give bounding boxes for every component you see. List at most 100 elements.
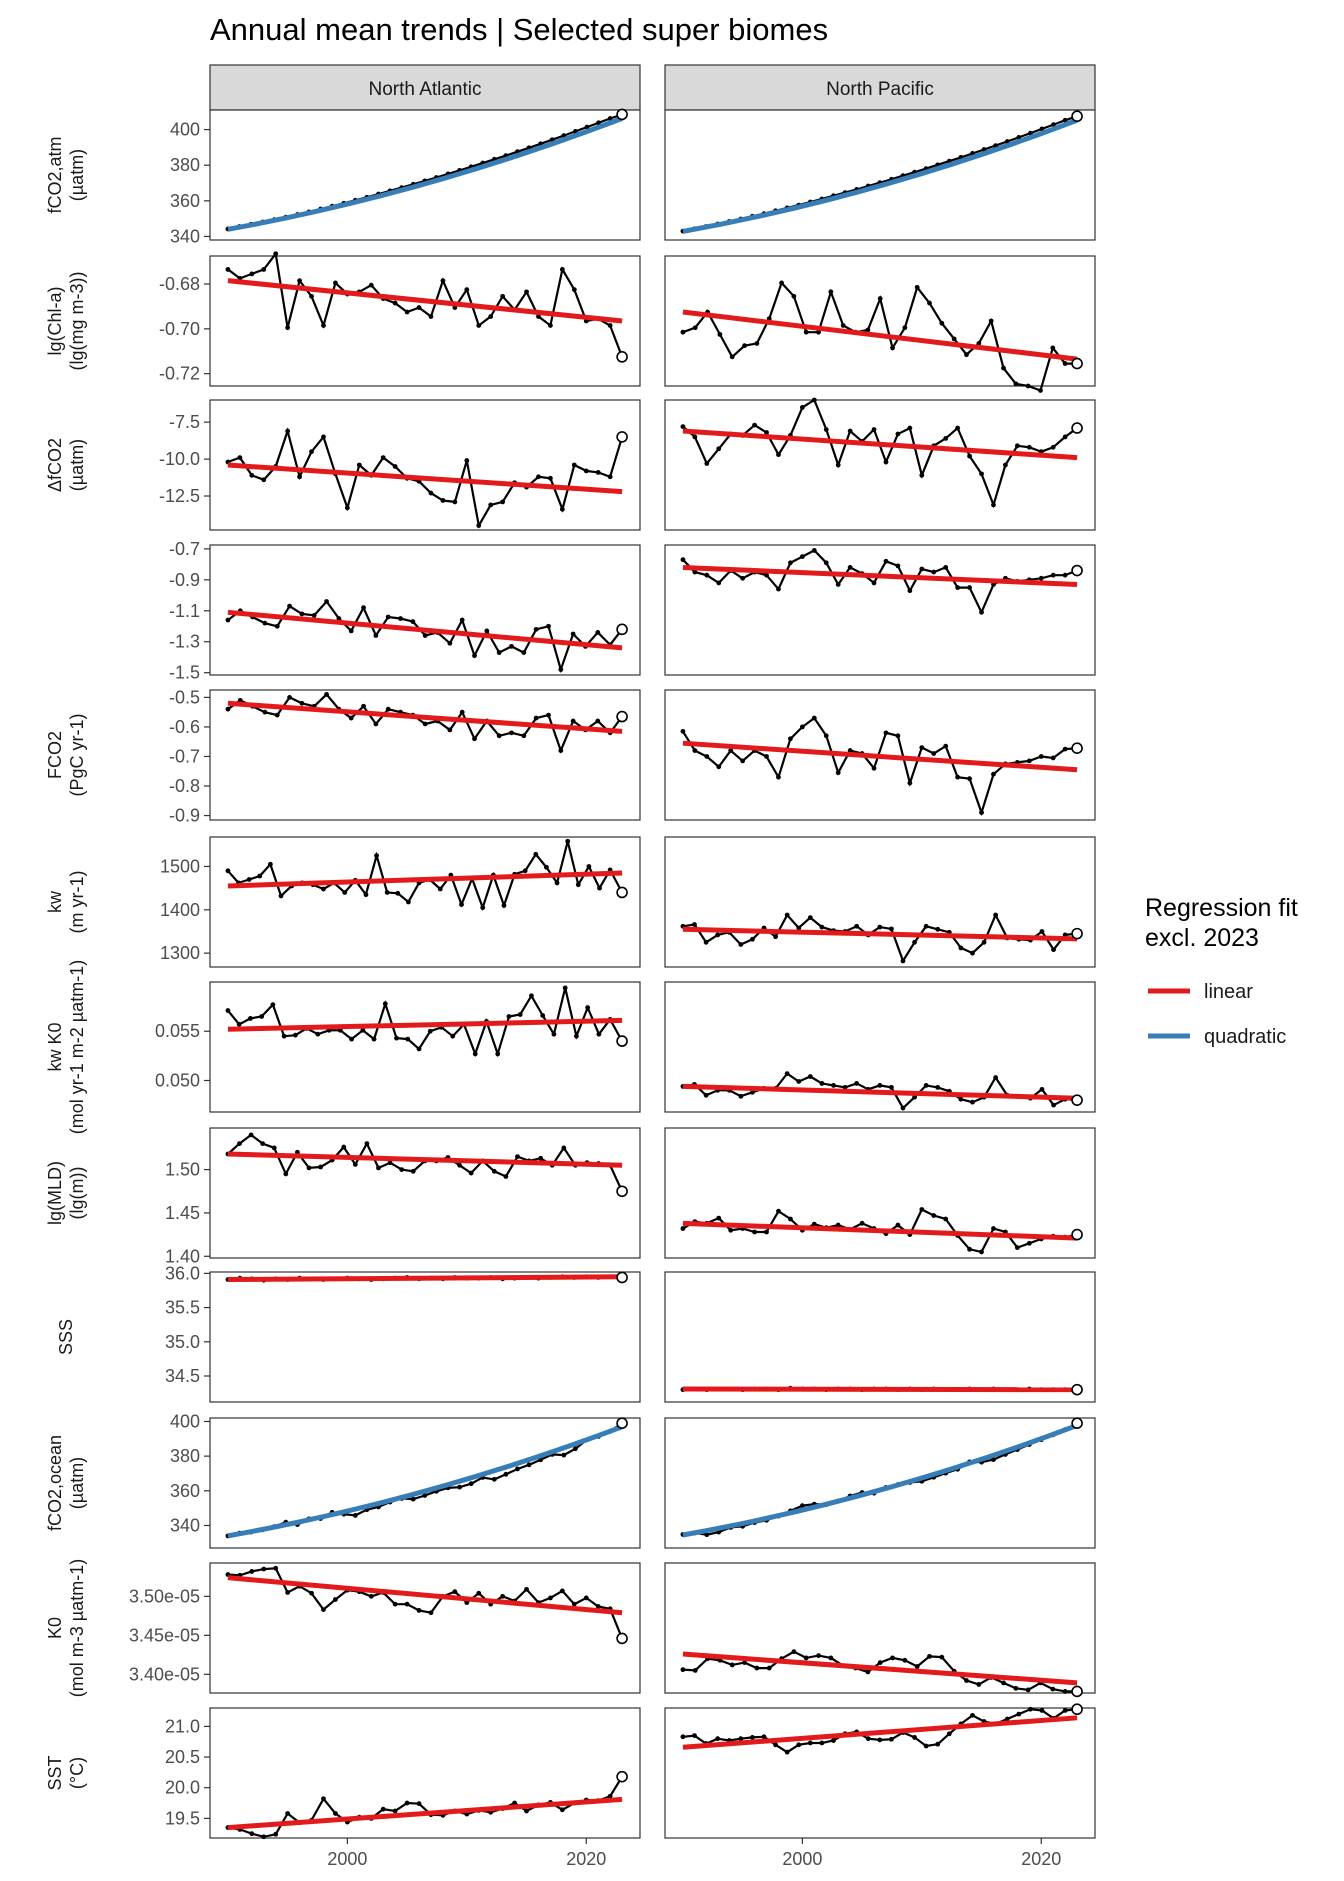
- data-point: [321, 1607, 326, 1613]
- panel-border: [209, 689, 641, 821]
- data-point: [835, 1222, 841, 1228]
- data-point: [259, 1014, 265, 1019]
- data-point: [270, 1002, 276, 1008]
- panel-mld-na: [209, 1127, 641, 1259]
- data-point: [500, 499, 506, 505]
- data-point: [750, 1735, 755, 1740]
- data-point: [392, 464, 398, 469]
- data-point: [979, 609, 984, 615]
- point-2023: [616, 351, 628, 363]
- data-point: [750, 936, 755, 942]
- linear-fit: [227, 1796, 623, 1831]
- data-point: [692, 434, 698, 440]
- data-point: [571, 462, 577, 468]
- data-point: [352, 1513, 358, 1518]
- data-point: [939, 1654, 945, 1660]
- data-point: [572, 1446, 578, 1452]
- data-point: [865, 1736, 871, 1742]
- linear-fit: [227, 700, 623, 734]
- data-point: [583, 1595, 589, 1601]
- data-point: [583, 468, 589, 474]
- data-point: [548, 475, 553, 481]
- y-tick-label: 19.5: [165, 1808, 200, 1828]
- data-point: [958, 1096, 964, 1102]
- y-axis-label: (µatm): [67, 439, 87, 491]
- data-point: [823, 733, 829, 739]
- y-axis-label: (m yr-1): [67, 871, 87, 934]
- data-point: [991, 1226, 996, 1231]
- data-point: [740, 575, 746, 581]
- linear-fit: [682, 1220, 1078, 1241]
- linear-fit: [227, 1274, 623, 1283]
- panel-fco2atm-np: [664, 109, 1096, 241]
- y-tick-label: -0.5: [169, 687, 200, 707]
- y-axis-label: SSS: [56, 1319, 76, 1355]
- chart-title: Annual mean trends | Selected super biom…: [210, 12, 828, 47]
- data-point: [1062, 117, 1068, 123]
- data-point: [692, 748, 698, 753]
- data-point: [931, 1213, 937, 1218]
- data-point: [902, 325, 908, 331]
- quadratic-fit: [682, 1423, 1078, 1538]
- linear-fit: [682, 1651, 1078, 1686]
- point-2023: [1071, 1228, 1083, 1241]
- data-point: [955, 585, 961, 590]
- data-point: [571, 287, 577, 293]
- data-point: [900, 958, 906, 964]
- data-point: [979, 810, 984, 816]
- y-axis-label: (mol yr-1 m-2 µatm-1): [67, 960, 87, 1134]
- data-point: [717, 332, 723, 337]
- y-tick-label: 380: [170, 1446, 200, 1466]
- legend: Regression fit excl. 2023 linear quadrat…: [1145, 894, 1298, 1048]
- data-point: [376, 1165, 381, 1171]
- data-point: [865, 327, 871, 333]
- data-point: [533, 715, 539, 721]
- panel-chla-na: [209, 251, 641, 387]
- data-point: [416, 1801, 422, 1807]
- data-point: [764, 1229, 769, 1235]
- data-point: [791, 293, 797, 299]
- data-point: [738, 1093, 744, 1099]
- data-point: [692, 1733, 697, 1738]
- data-point: [406, 899, 411, 905]
- data-point: [385, 706, 391, 712]
- data-point: [452, 499, 458, 505]
- data-point: [237, 697, 243, 703]
- y-tick-label: 340: [170, 1515, 200, 1535]
- y-tick-label: -0.7: [169, 539, 200, 559]
- data-point: [919, 566, 925, 572]
- data-point: [437, 886, 443, 892]
- data-point: [835, 462, 841, 468]
- data-point: [368, 282, 374, 288]
- data-point: [410, 1496, 416, 1502]
- y-tick-label: 34.5: [165, 1366, 200, 1386]
- panel-border: [664, 836, 1096, 968]
- y-tick-label: 21.0: [165, 1716, 200, 1736]
- data-point: [854, 923, 860, 929]
- data-point: [912, 939, 917, 945]
- data-point: [225, 706, 231, 712]
- data-point: [278, 893, 284, 899]
- data-point: [967, 776, 972, 782]
- data-point: [236, 1021, 242, 1027]
- data-point: [1062, 361, 1068, 366]
- data-point: [472, 653, 477, 659]
- data-point: [261, 477, 267, 483]
- y-tick-label: 3.50e-05: [129, 1586, 200, 1606]
- panel-border: [209, 1127, 641, 1259]
- data-point: [225, 1008, 231, 1013]
- data-point: [428, 490, 434, 496]
- data-point: [324, 692, 329, 697]
- data-point: [512, 1800, 517, 1806]
- data-point: [333, 1597, 338, 1602]
- data-point: [524, 1808, 529, 1814]
- y-tick-label: 400: [170, 120, 200, 140]
- data-point: [823, 560, 829, 566]
- point-2023: [616, 1632, 628, 1645]
- data-line: [227, 427, 624, 529]
- data-point: [807, 1740, 813, 1746]
- data-point: [237, 1141, 242, 1146]
- data-point: [1025, 383, 1031, 389]
- data-point: [496, 733, 502, 739]
